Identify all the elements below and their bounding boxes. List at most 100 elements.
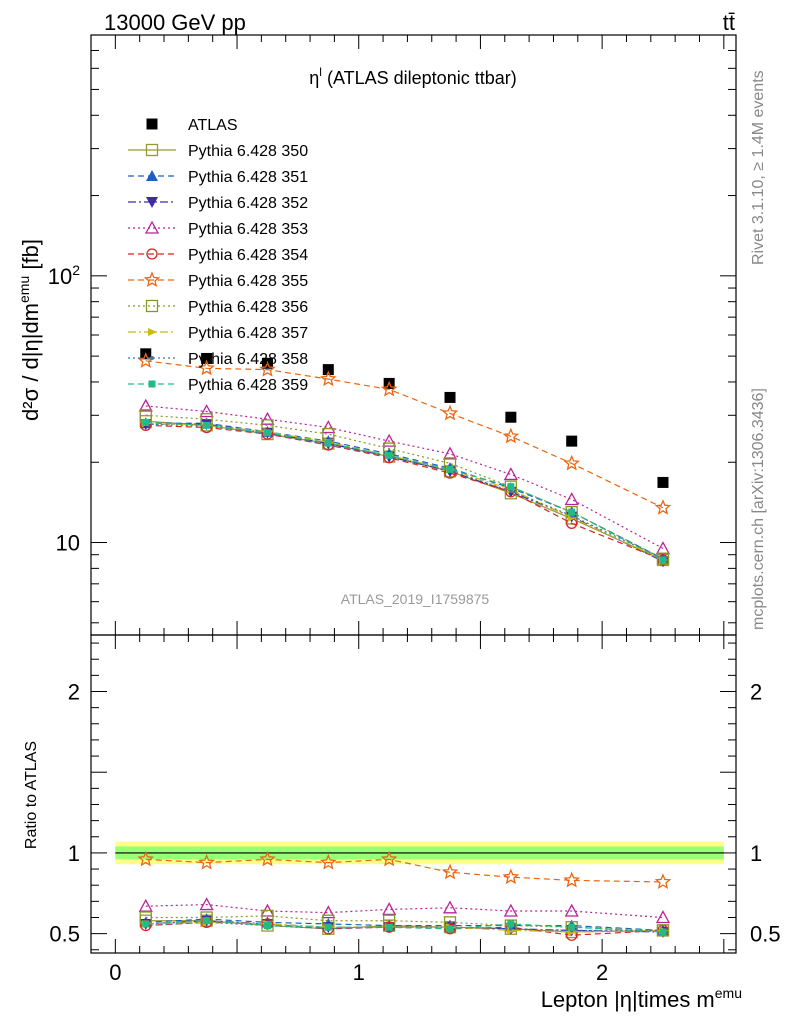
ratio-axis-ticks: 0.5 0.5 1 1 2 2 0 1 2	[49, 635, 781, 985]
legend-entry: Pythia 6.428 357	[128, 325, 308, 342]
ratio-series-line	[145, 921, 663, 932]
legend-entry: Pythia 6.428 353	[128, 220, 308, 238]
ratio-y-tick-label: 1	[68, 841, 80, 866]
legend-marker	[146, 170, 158, 181]
data-point	[654, 499, 672, 515]
legend-marker	[145, 299, 159, 313]
y-tick-label: 10	[56, 531, 80, 556]
ratio-data-point	[320, 853, 337, 870]
ratio-data-point	[503, 903, 518, 917]
data-point	[442, 446, 458, 460]
ratio-data-point	[441, 863, 459, 880]
ratio-data-point	[659, 928, 667, 936]
legend-entry: Pythia 6.428 354	[128, 247, 308, 264]
rivet-label: Rivet 3.1.10, ≥ 1.4M events	[750, 70, 767, 265]
series-line	[145, 424, 664, 561]
legend-entry: Pythia 6.428 352	[128, 195, 308, 212]
energy-label: 13000 GeV pp	[104, 10, 246, 35]
legend-entry: Pythia 6.428 359	[128, 377, 308, 394]
legend-entry: Pythia 6.428 356	[128, 299, 308, 316]
series-line	[145, 405, 664, 549]
legend-label: Pythia 6.428 352	[188, 195, 308, 212]
ratio-data-point	[137, 850, 155, 867]
data-point	[198, 359, 215, 376]
data-point	[260, 411, 275, 425]
ratio-series-line	[145, 915, 664, 931]
data-point	[199, 404, 214, 418]
legend-label: ATLAS	[188, 117, 238, 134]
data-point	[441, 404, 459, 421]
legend-label: Pythia 6.428 355	[188, 273, 308, 290]
legend-entry: Pythia 6.428 358	[128, 351, 308, 368]
series-356	[139, 409, 670, 565]
ratio-data-point	[507, 920, 515, 928]
x-tick-label: 1	[353, 960, 365, 985]
ratio-series-354	[140, 916, 669, 941]
series-358	[143, 422, 665, 561]
x-tick-label: 0	[109, 960, 121, 985]
legend-label: Pythia 6.428 353	[188, 221, 308, 238]
legend-entry: Pythia 6.428 355	[128, 271, 308, 290]
main-panel: 10 102 ATLAS Pythia 6.428 350 Pythia 6.428 …	[16, 34, 737, 636]
ratio-uncertainty-band	[115, 841, 724, 865]
legend-marker	[144, 220, 160, 234]
data-point	[324, 439, 332, 447]
ratio-panel: 0.5 0.5 1 1 2 2 0 1 2 Ratio to ATLAS Lepton |η|t…	[23, 634, 781, 1012]
series-line	[145, 420, 664, 561]
legend-label: Pythia 6.428 358	[188, 351, 308, 368]
ratio-data-point	[568, 923, 576, 931]
data-point	[444, 391, 456, 403]
legend-marker	[146, 248, 158, 260]
legend-label: Pythia 6.428 356	[188, 299, 308, 316]
ratio-data-point	[380, 850, 398, 867]
ratio-series-line	[145, 921, 664, 936]
ratio-data-point	[444, 923, 456, 935]
main-axis-ticks: 10 102	[48, 34, 736, 635]
y-tick-label: 102	[48, 262, 80, 289]
ratio-data-point	[138, 898, 153, 912]
ratio-data-point	[199, 897, 214, 911]
ratio-series-359	[142, 917, 667, 936]
data-point	[201, 352, 213, 364]
ratio-y-tick-label-right: 1	[750, 841, 762, 866]
ratio-series-line	[145, 903, 664, 919]
data-point	[261, 428, 274, 440]
ratio-data-point	[198, 853, 215, 870]
series-line	[145, 422, 664, 560]
ratio-data-point	[564, 903, 579, 917]
data-point	[320, 370, 337, 387]
main-data-marks	[137, 348, 672, 568]
data-point	[321, 420, 336, 434]
legend-marker	[146, 197, 158, 208]
ratio-y-tick-label: 0.5	[49, 922, 80, 947]
data-point	[657, 476, 669, 488]
data-point	[656, 552, 670, 565]
series-359	[142, 418, 667, 564]
ratio-data-point	[382, 902, 397, 916]
series-line	[145, 414, 664, 560]
ratio-series-line	[145, 918, 664, 931]
ratio-series-353	[138, 897, 671, 924]
legend-marker	[145, 143, 159, 157]
data-point	[142, 418, 150, 426]
data-point	[322, 364, 334, 376]
data-point	[659, 556, 667, 564]
plot-title: ηl (ATLAS dileptonic ttbar)	[309, 65, 516, 88]
legend-entry: Pythia 6.428 350	[128, 143, 308, 160]
ratio-series-355	[137, 850, 672, 890]
data-point	[566, 435, 578, 447]
ratio-data-point	[324, 923, 332, 931]
ratio-data-point	[502, 868, 520, 885]
data-point	[263, 429, 271, 437]
data-point	[568, 508, 576, 516]
legend-entry: ATLAS	[146, 117, 238, 134]
ratio-data-point	[321, 905, 336, 919]
series-atlas	[140, 348, 669, 488]
legend: ATLAS Pythia 6.428 350 Pythia 6.428 351 Pyt…	[128, 117, 308, 394]
series-355	[137, 352, 672, 515]
series-354	[140, 419, 669, 566]
analysis-watermark: ATLAS_2019_I1759875	[341, 591, 490, 607]
data-point	[385, 451, 393, 459]
main-y-axis-label: d²σ / d|η|dmemu [fb]	[16, 239, 43, 421]
